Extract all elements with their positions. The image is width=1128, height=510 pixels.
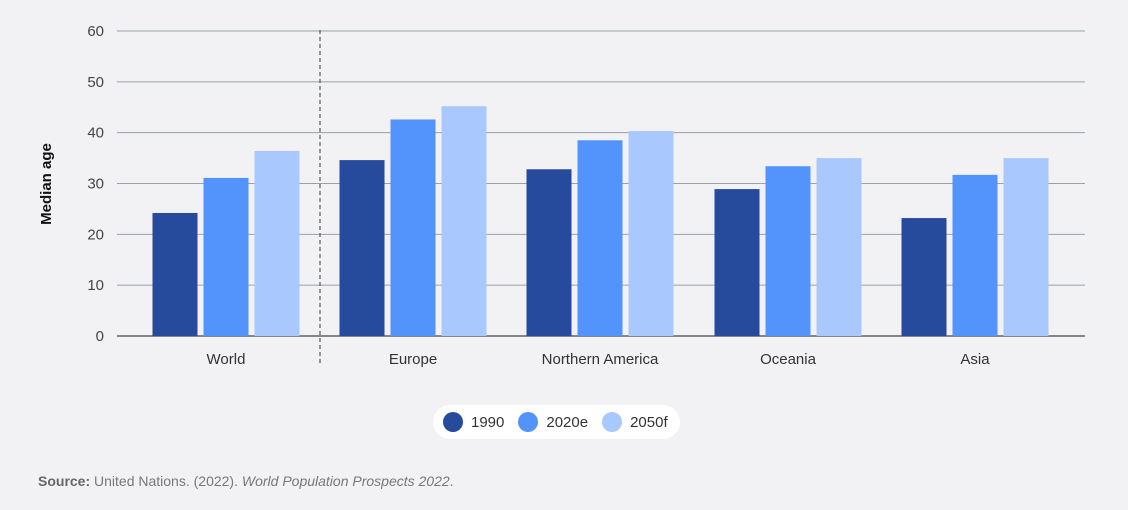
y-tick-label-20: 20 <box>87 226 104 243</box>
legend: 1990 2020e 2050f <box>433 405 680 439</box>
legend-label-1990: 1990 <box>471 413 505 431</box>
legend-swatch-1990 <box>443 412 463 432</box>
source-title: World Population Prospects 2022 <box>241 473 450 489</box>
bar-europe-1990[interactable] <box>339 160 385 336</box>
bar-oceania-2050f[interactable] <box>816 158 862 336</box>
bar-europe-2050f[interactable] <box>441 106 487 336</box>
y-tick-label-10: 10 <box>87 277 104 294</box>
y-axis-label: Median age <box>38 143 55 225</box>
legend-item-1990[interactable]: 1990 <box>443 412 504 432</box>
bar-world-1990[interactable] <box>152 212 198 336</box>
source-note: Source: United Nations. (2022). World Po… <box>38 473 454 489</box>
bar-northern-america-2050f[interactable] <box>628 131 674 336</box>
legend-swatch-2050f <box>602 412 623 432</box>
bar-northern-america-1990[interactable] <box>526 169 572 336</box>
x-tick-label-asia: Asia <box>960 351 990 368</box>
bars <box>152 106 1049 336</box>
source-label: Source: <box>38 473 91 489</box>
legend-label-2050f: 2050f <box>630 413 668 431</box>
bar-world-2020e[interactable] <box>203 177 249 336</box>
legend-item-2020e[interactable]: 2020e <box>518 412 588 432</box>
legend-item-2050f[interactable]: 2050f <box>602 412 668 432</box>
bar-europe-2020e[interactable] <box>390 119 436 336</box>
y-tick-label-40: 40 <box>87 125 104 142</box>
legend-swatch-2020e <box>518 412 539 432</box>
bar-oceania-1990[interactable] <box>714 189 760 336</box>
bar-asia-1990[interactable] <box>901 218 947 336</box>
y-axis-ticks: 0 10 20 30 40 50 60 <box>87 23 104 345</box>
y-tick-label-30: 30 <box>87 176 104 193</box>
x-tick-label-world: World <box>207 351 246 368</box>
bar-asia-2050f[interactable] <box>1003 158 1049 336</box>
y-tick-label-50: 50 <box>87 74 104 91</box>
x-tick-label-europe: Europe <box>389 351 437 368</box>
bar-oceania-2020e[interactable] <box>765 166 811 336</box>
legend-label-2020e: 2020e <box>546 413 589 431</box>
bar-northern-america-2020e[interactable] <box>577 140 623 336</box>
x-tick-label-oceania: Oceania <box>760 351 817 368</box>
x-tick-label-northern-america: Northern America <box>542 351 659 368</box>
source-end: . <box>449 473 454 489</box>
x-axis-labels: World Europe Northern America Oceania Asia <box>207 351 991 368</box>
y-tick-label-0: 0 <box>96 328 104 345</box>
bar-world-2050f[interactable] <box>254 150 300 336</box>
bar-asia-2020e[interactable] <box>952 174 998 336</box>
y-tick-label-60: 60 <box>87 23 104 40</box>
source-text: United Nations. (2022). <box>90 473 242 489</box>
bar-chart: 0 10 20 30 40 50 60 World Europe Northern Americ… <box>38 23 1085 368</box>
